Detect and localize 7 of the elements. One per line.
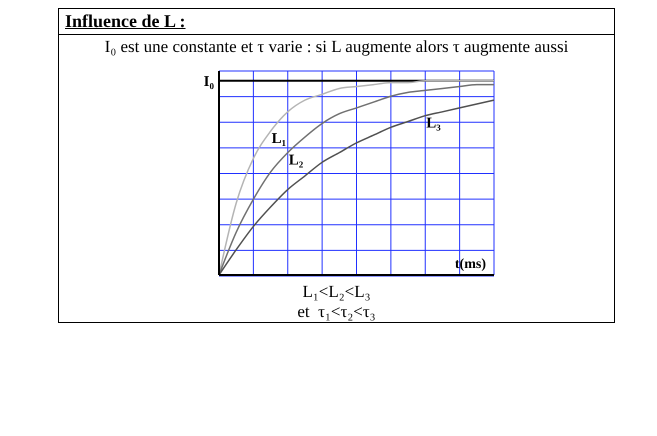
series-label: L₁: [272, 131, 286, 148]
text: et τ₁<τ₂<τ₃: [296, 302, 377, 322]
chart-subtitle: I₀ est une constante et τ varie : si L augmente alors τ augmente aussi: [104, 36, 570, 58]
chart-title: Influence de L :: [59, 9, 614, 35]
text: L₁<L₂<L₃: [301, 282, 372, 302]
ref-line-label: I₀: [204, 74, 214, 90]
series-label: L₂: [288, 152, 304, 169]
